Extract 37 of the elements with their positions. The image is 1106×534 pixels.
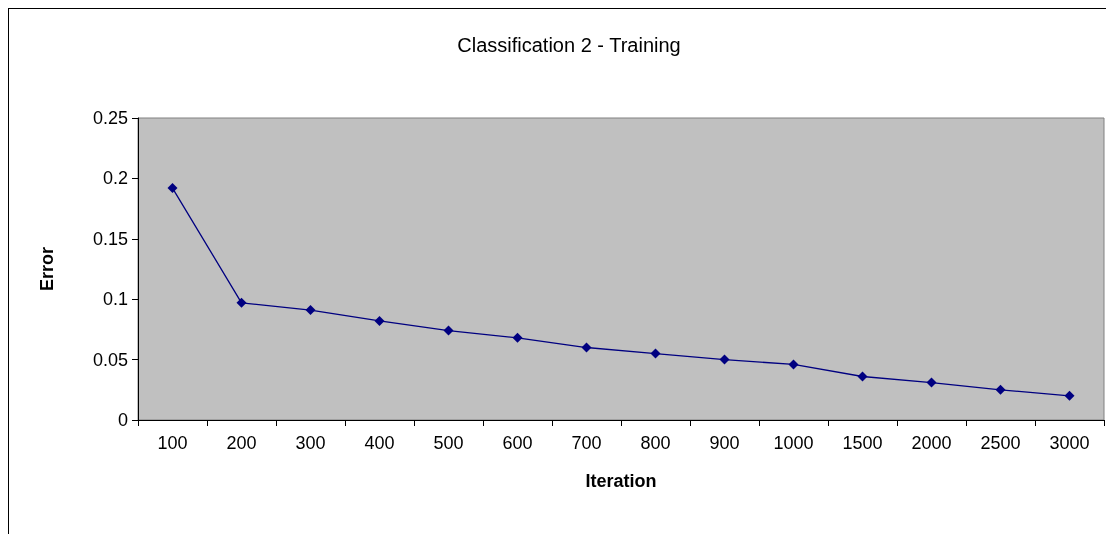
y-tick-label: 0 (117, 410, 128, 430)
point (1064, 390, 1075, 401)
x-tick-label: 2000 (911, 433, 952, 453)
y-tick-label: 0.1 (102, 289, 128, 310)
point (719, 354, 730, 365)
point (995, 384, 1006, 395)
point (167, 183, 178, 194)
point (374, 315, 385, 326)
y-tick-label: 0.2 (102, 168, 128, 189)
x-tick-label: 500 (433, 433, 464, 453)
chart-title: Classification 2 - Training (457, 34, 681, 56)
x-tick-label: 400 (364, 433, 395, 453)
point (788, 359, 799, 370)
point (857, 371, 868, 382)
x-tick-label: 900 (709, 433, 740, 453)
point (926, 377, 937, 388)
y-axis-title: Error (37, 246, 57, 292)
x-tick-label: 1500 (842, 433, 883, 453)
x-tick-label: 1000 (773, 433, 814, 453)
point (443, 325, 454, 336)
x-tick-label: 200 (226, 433, 257, 453)
x-tick-label: 100 (157, 433, 188, 453)
x-tick-label: 3000 (1049, 433, 1090, 453)
point (650, 348, 661, 359)
point (581, 342, 592, 353)
y-tick-label: 0.05 (92, 349, 128, 370)
point (512, 332, 523, 343)
x-axis-title: Iteration (585, 471, 657, 491)
y-tick-label: 0.25 (92, 108, 128, 128)
y-tick-label: 0.15 (92, 228, 128, 249)
x-tick-label: 800 (640, 433, 671, 453)
x-tick-label: 600 (502, 433, 533, 453)
x-tick-label: 700 (571, 433, 602, 453)
x-tick-label: 300 (295, 433, 326, 453)
x-tick-label: 2500 (980, 433, 1021, 453)
point (305, 305, 316, 316)
point (236, 297, 247, 308)
